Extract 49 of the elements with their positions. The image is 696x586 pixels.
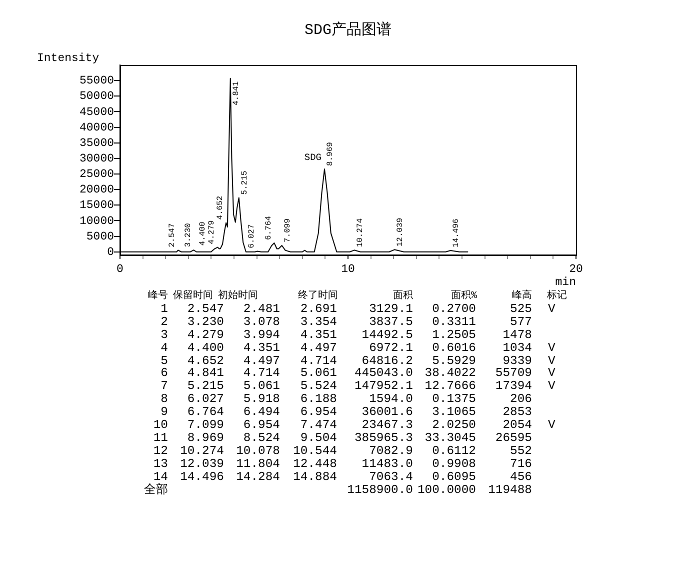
text: 11 8.969 8.524 9.504 385965.3 33.3045 26595 [153, 430, 532, 445]
annotation: 4.279 [208, 220, 217, 244]
text: 5 4.652 4.497 4.714 64816.2 5.5929 9339 V [160, 354, 556, 368]
y-tick-label: 50000 [79, 90, 114, 104]
y-tick-label: 55000 [79, 74, 114, 88]
y-tick-label: 15000 [79, 199, 114, 212]
annotation: 7.099 [283, 218, 292, 242]
y-tick-label: 25000 [79, 168, 114, 182]
text: 2 3.230 3.078 3.354 3837.5 0.3311 577 [160, 314, 532, 329]
text: 8 6.027 5.918 6.188 1594.0 0.1375 206 [160, 392, 532, 406]
text: 4 4.400 4.351 4.497 6972.1 0.6016 1034 V [160, 340, 556, 355]
annotation: 6.027 [248, 224, 257, 248]
y-axis-title: Intensity [37, 52, 100, 66]
y-tick-label: 35000 [79, 136, 114, 150]
annotation: 14.496 [452, 218, 462, 248]
text: 全部 1158900.0 100.0000 119488 [144, 482, 532, 496]
y-tick-label: 10000 [79, 214, 114, 228]
x-axis-title: min [555, 276, 576, 290]
y-tick-label: 45000 [79, 106, 114, 119]
annotation: 4.400 [198, 221, 208, 246]
text: 9 6.764 6.494 6.954 36001.6 3.1065 2853 [160, 405, 532, 420]
annotation: 5.215 [240, 170, 250, 195]
annotation: 3.230 [184, 222, 193, 248]
text: 7 5.215 5.061 5.524 147952.1 12.7666 17394 V [160, 379, 556, 394]
annotation: 2.547 [168, 223, 178, 248]
y-tick-label: 20000 [79, 184, 114, 197]
annotation: SDG [304, 152, 322, 164]
y-tick-label: 5000 [86, 230, 114, 244]
annotation: 6.764 [264, 216, 274, 240]
annotation: 8.969 [326, 142, 336, 166]
y-tick-label: 40000 [79, 121, 114, 134]
text: 13 12.039 11.804 12.448 11483.0 0.9908 716 [153, 456, 532, 471]
text: 3 4.279 3.994 4.351 14492.5 1.2505 1478 [160, 328, 532, 342]
x-tick-label: 0 [116, 262, 124, 276]
chart-title: SDG产品图谱 [304, 20, 392, 39]
text: 峰号 保留时间 初始时间 终了时间 面积 面积% 峰高 标记 [148, 291, 567, 302]
y-tick-label: 0 [107, 246, 114, 259]
text: 10 7.099 6.954 7.474 23467.3 2.0250 2054 V [153, 418, 556, 432]
x-tick-label: 20 [569, 262, 583, 276]
x-tick-label: 10 [341, 262, 355, 276]
annotation: 4.652 [216, 196, 226, 220]
text: 6 4.841 4.714 5.061 445043.0 38.4022 55709 V [160, 366, 556, 380]
annotation: 4.841 [232, 81, 241, 106]
text: 1 2.547 2.481 2.691 3129.1 0.2700 525 V [160, 302, 556, 316]
annotation: 10.274 [356, 218, 365, 248]
text: 12 10.274 10.078 10.544 7082.9 0.6112 552 [153, 444, 532, 458]
text: 14 14.496 14.284 14.884 7063.4 0.6095 456 [153, 470, 532, 484]
annotation: 12.039 [396, 218, 406, 247]
y-tick-label: 30000 [79, 152, 114, 166]
